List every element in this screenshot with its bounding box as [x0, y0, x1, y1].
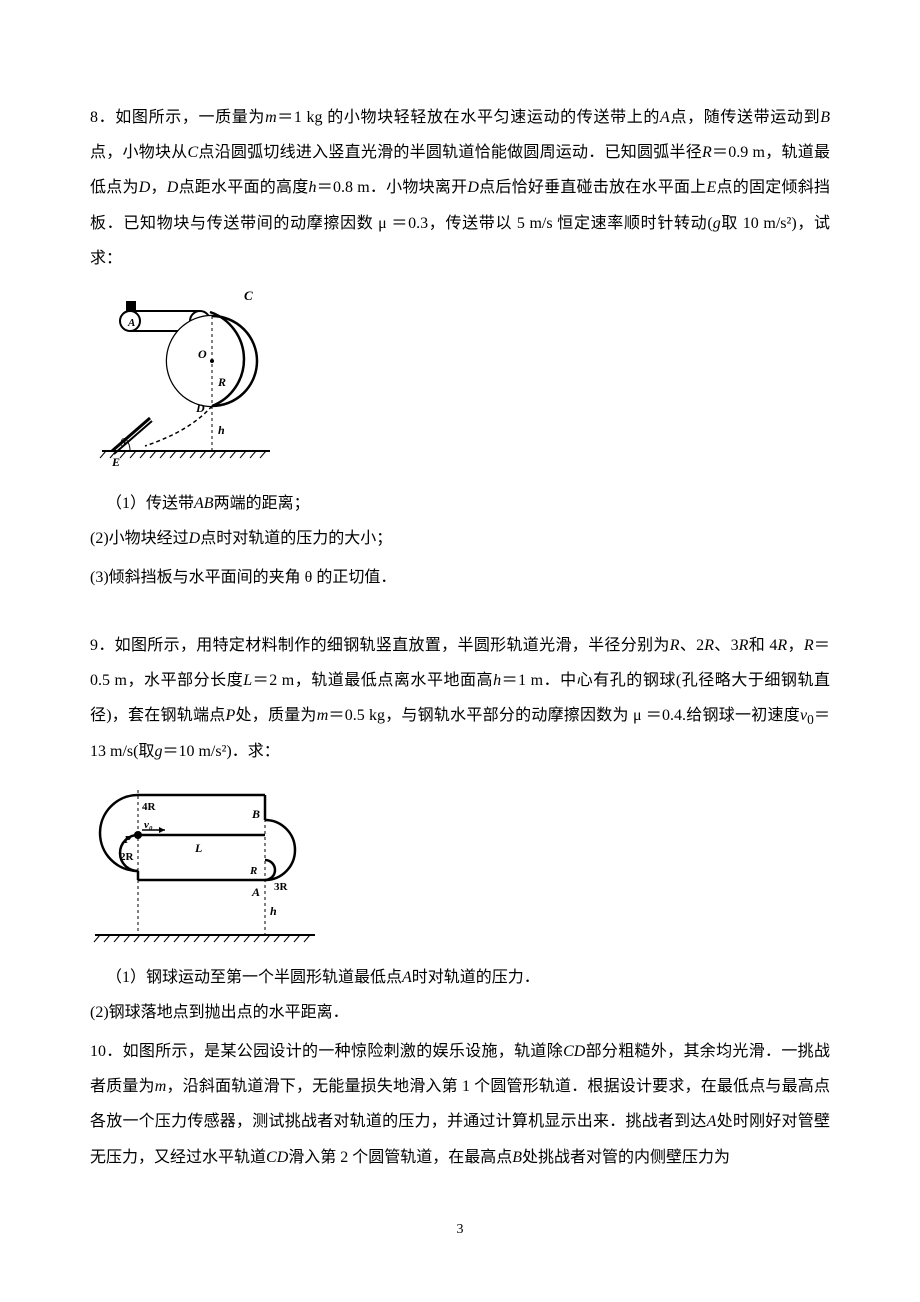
q9-t2: 、2 — [680, 637, 705, 654]
q8-var-c: C — [187, 144, 198, 161]
q8-fig-o: O — [198, 347, 207, 361]
q8-var-g: g — [713, 215, 721, 232]
q8-var-d3: D — [467, 179, 479, 196]
q9-sub1: （1）钢球运动至第一个半圆形轨道最低点A时对轨道的压力． — [106, 960, 830, 995]
q9-r1: R — [670, 637, 680, 654]
q8-sq1-t: （1）传送带 — [106, 495, 194, 512]
q9-sub0: 0 — [807, 712, 814, 727]
q10-cd2: CD — [266, 1149, 288, 1166]
q9-t10: ＝0.5 kg，与钢轨水平部分的动摩擦因数为 μ ＝0.4.给钢球一初速度 — [328, 707, 800, 724]
q9-sub2: (2)钢球落地点到抛出点的水平距离． — [90, 995, 830, 1030]
q9-sq1-e: 时对轨道的压力． — [412, 969, 540, 986]
q8-var-a: A — [660, 109, 670, 126]
q8-var-d1: D — [139, 179, 151, 196]
q9-v0: v — [800, 707, 807, 724]
q8-t5: 点沿圆弧切线进入竖直光滑的半圆轨道恰能做圆周运动．已知圆弧半径 — [198, 144, 702, 161]
q10-number: 10 — [90, 1043, 106, 1060]
q9-text: 9．如图所示，用特定材料制作的细钢轨竖直放置，半圆形轨道光滑，半径分别为R、2R… — [90, 628, 830, 770]
q10-t1: ．如图所示，是某公园设计的一种惊险刺激的娱乐设施，轨道除 — [106, 1043, 563, 1060]
q8-sq3-t: (3)倾斜挡板与水平面间的夹角 θ 的正切值． — [90, 569, 396, 586]
q8-figure: θ E A B O C R D h — [90, 286, 830, 476]
q9-t7: ＝2 m，轨道最低点离水平地面高 — [252, 672, 493, 689]
q9-fig-4r: 4R — [142, 801, 157, 813]
q9-sq1-t: （1）钢球运动至第一个半圆形轨道最低点 — [106, 969, 402, 986]
q9-h: h — [493, 672, 501, 689]
q9-r3: R — [739, 637, 749, 654]
page-number: 3 — [90, 1215, 830, 1246]
q9-r2: R — [704, 637, 714, 654]
q8-number: 8 — [90, 109, 98, 126]
q8-t9: ＝0.8 m．小物块离开 — [316, 179, 467, 196]
q9-m: m — [317, 707, 329, 724]
q9-fig-h: h — [270, 904, 277, 918]
q9-fig-a: A — [251, 885, 260, 899]
q9-t3: 、3 — [714, 637, 739, 654]
q8-t4: 点，小物块从 — [90, 144, 187, 161]
q9-t9: 处，质量为 — [235, 707, 316, 724]
q8-var-d2: D — [167, 179, 179, 196]
q8-sq2-t: (2)小物块经过 — [90, 530, 189, 547]
q9-t4: 和 4 — [748, 637, 777, 654]
q8-sq1-e: 两端的距离； — [214, 495, 310, 512]
q9-t1: ．如图所示，用特定材料制作的细钢轨竖直放置，半圆形轨道光滑，半径分别为 — [98, 637, 670, 654]
q8-sub2: (2)小物块经过D点时对轨道的压力的大小； — [90, 521, 830, 556]
q8-t10: 点后恰好垂直碰击放在水平面上 — [479, 179, 707, 196]
q8-var-b: B — [820, 109, 830, 126]
q9-figure: 4R 2R P v₀ L B R 3R A h — [90, 780, 830, 950]
q8-sq2-v: D — [189, 530, 201, 547]
q9-t12: ＝10 m/s²)．求： — [162, 743, 279, 760]
q8-sq2-e: 点时对轨道的压力的大小； — [200, 530, 392, 547]
q9-fig-b: B — [251, 807, 260, 821]
q10-t5: 滑入第 2 个圆管轨道，在最高点 — [288, 1149, 512, 1166]
q8-text: 8．如图所示，一质量为m＝1 kg 的小物块轻轻放在水平匀速运动的传送带上的A点… — [90, 100, 830, 276]
q8-var-e: E — [706, 179, 716, 196]
q8-var-m: m — [265, 109, 277, 126]
q10-m: m — [155, 1078, 167, 1095]
q10-b: B — [512, 1149, 522, 1166]
q9-fig-r: R — [249, 865, 257, 877]
q8-fig-h: h — [218, 423, 225, 437]
q8-sub1: （1）传送带AB两端的距离； — [106, 486, 830, 521]
q9-sq2-t: (2)钢球落地点到抛出点的水平距离． — [90, 1004, 349, 1021]
q9-fig-2r: 2R — [120, 851, 135, 863]
q9-r4: R — [777, 637, 787, 654]
q10-cd1: CD — [563, 1043, 585, 1060]
q8-fig-a: A — [127, 317, 135, 329]
q9-sq1-v: A — [402, 969, 412, 986]
q9-number: 9 — [90, 637, 98, 654]
q9-fig-l: L — [194, 841, 202, 855]
q8-t7: ， — [150, 179, 166, 196]
q8-t1: ．如图所示，一质量为 — [98, 109, 265, 126]
q8-fig-d: D — [195, 401, 205, 415]
q10-text: 10．如图所示，是某公园设计的一种惊险刺激的娱乐设施，轨道除CD部分粗糙外，其余… — [90, 1034, 830, 1175]
q8-var-r: R — [702, 144, 712, 161]
q9-p: P — [225, 707, 235, 724]
q8-fig-e: E — [111, 455, 120, 469]
q9-fig-v0: v₀ — [144, 819, 153, 831]
q10-t6: 处挑战者对管的内侧壁压力为 — [522, 1149, 730, 1166]
q9-l: L — [243, 672, 252, 689]
q9-r5: R — [804, 637, 814, 654]
q8-fig-c: C — [244, 288, 253, 303]
q8-t2: ＝1 kg 的小物块轻轻放在水平匀速运动的传送带上的 — [277, 109, 660, 126]
q8-sq1-v: AB — [194, 495, 214, 512]
q8-t8: 点距水平面的高度 — [178, 179, 308, 196]
q10-a: A — [707, 1113, 717, 1130]
q8-t3: 点，随传送带运动到 — [670, 109, 820, 126]
q8-sub3: (3)倾斜挡板与水平面间的夹角 θ 的正切值． — [90, 560, 830, 595]
q9-fig-p: P — [124, 834, 131, 846]
q9-t5: ， — [787, 637, 804, 654]
q9-fig-3r: 3R — [274, 881, 289, 893]
q8-fig-r: R — [217, 375, 226, 389]
q8-fig-theta: θ — [120, 435, 126, 449]
